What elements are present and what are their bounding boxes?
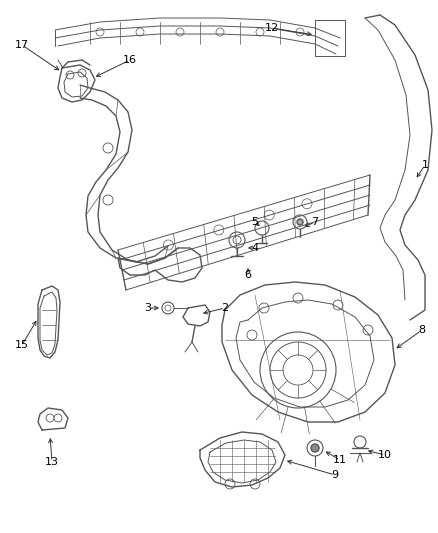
Text: 8: 8 <box>418 325 426 335</box>
Text: 12: 12 <box>265 23 279 33</box>
Text: 16: 16 <box>123 55 137 65</box>
Text: 17: 17 <box>15 40 29 50</box>
Text: 4: 4 <box>251 243 258 253</box>
Text: 9: 9 <box>332 470 339 480</box>
Circle shape <box>311 444 319 452</box>
Text: 6: 6 <box>244 270 251 280</box>
Text: 3: 3 <box>145 303 152 313</box>
Circle shape <box>297 219 303 225</box>
Text: 13: 13 <box>45 457 59 467</box>
Text: 10: 10 <box>378 450 392 460</box>
Text: 11: 11 <box>333 455 347 465</box>
Text: 5: 5 <box>251 217 258 227</box>
Text: 2: 2 <box>222 303 229 313</box>
Text: 15: 15 <box>15 340 29 350</box>
Bar <box>315 20 345 56</box>
Text: 1: 1 <box>421 160 428 170</box>
Text: 7: 7 <box>311 217 318 227</box>
